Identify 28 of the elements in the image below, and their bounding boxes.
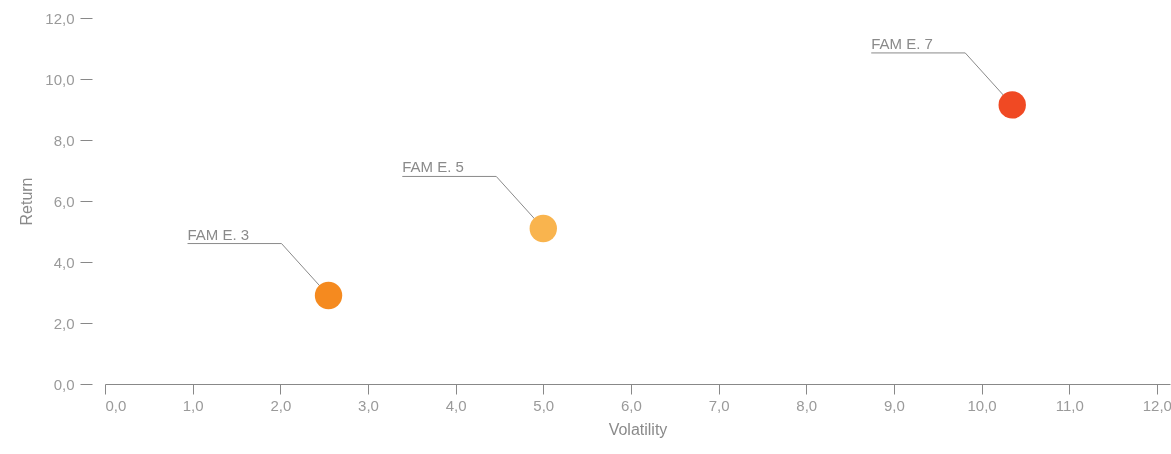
y-tick-label: 6,0 [53, 192, 75, 210]
annotation: FAM E. 5 [402, 158, 464, 176]
y-tick-label: 12,0 [45, 9, 75, 27]
point [529, 214, 557, 243]
x-tick-label: 3,0 [358, 396, 379, 414]
x-tick-label: 0,0 [105, 396, 127, 414]
y-tick-label: 0,0 [53, 375, 75, 393]
annotation: FAM E. 7 [871, 34, 933, 52]
y-tick-label: 8,0 [53, 131, 75, 149]
y-tick-label: 2,0 [53, 314, 75, 332]
x-tick-label: 8,0 [796, 396, 818, 414]
x-tick-label: 4,0 [445, 396, 467, 414]
x-tick-label: 1,0 [182, 396, 204, 414]
x-tick-label: 12,0 [1142, 396, 1171, 414]
point [998, 91, 1026, 119]
x-tick-label: 10,0 [967, 396, 997, 414]
x-tick-label: 6,0 [621, 396, 642, 414]
y-tick-label: 10,0 [45, 70, 75, 88]
x-tick-label: 2,0 [270, 396, 292, 414]
x-tick-label: 7,0 [708, 396, 730, 414]
annotation: FAM E. 3 [187, 225, 250, 243]
x-tick-label: 9,0 [883, 396, 905, 414]
y-tick-label: 4,0 [53, 253, 75, 271]
x-axis-title: Volatility [608, 420, 668, 438]
x-tick-label: 5,0 [533, 396, 555, 414]
point [314, 281, 343, 310]
y-axis-title: Return [18, 177, 36, 226]
x-tick-label: 11,0 [1055, 396, 1084, 414]
